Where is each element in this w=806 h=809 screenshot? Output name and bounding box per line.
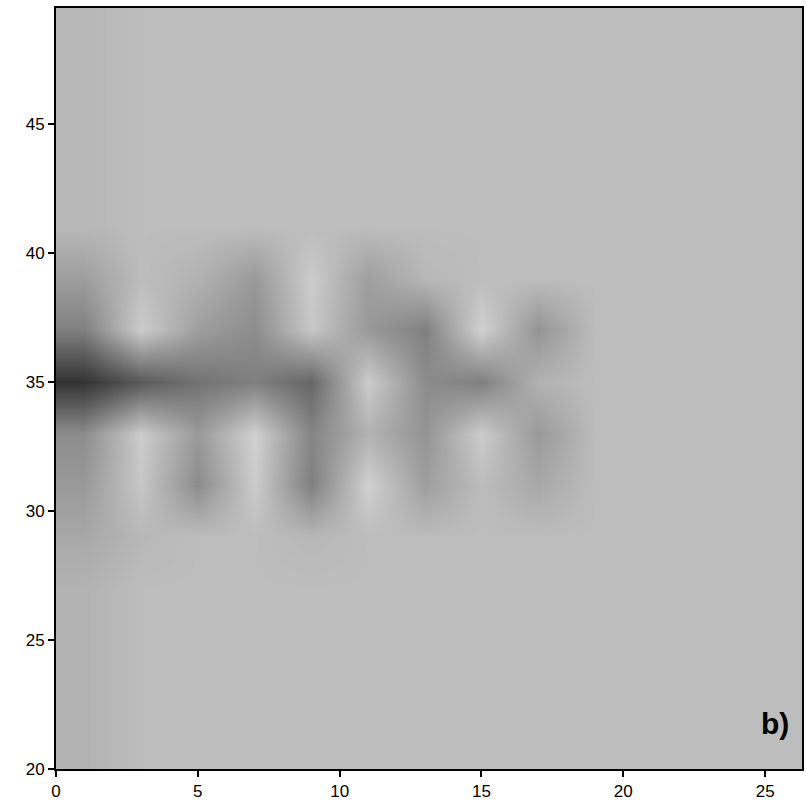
svg-text:b): b) [761, 707, 789, 740]
svg-text:0: 0 [51, 782, 60, 801]
svg-text:10: 10 [330, 782, 349, 801]
svg-text:20: 20 [26, 760, 45, 779]
svg-text:35: 35 [26, 373, 45, 392]
svg-text:25: 25 [756, 782, 775, 801]
svg-text:45: 45 [26, 115, 45, 134]
svg-text:15: 15 [472, 782, 491, 801]
svg-text:5: 5 [193, 782, 202, 801]
svg-text:40: 40 [26, 244, 45, 263]
svg-text:30: 30 [26, 502, 45, 521]
svg-text:20: 20 [614, 782, 633, 801]
svg-text:25: 25 [26, 631, 45, 650]
